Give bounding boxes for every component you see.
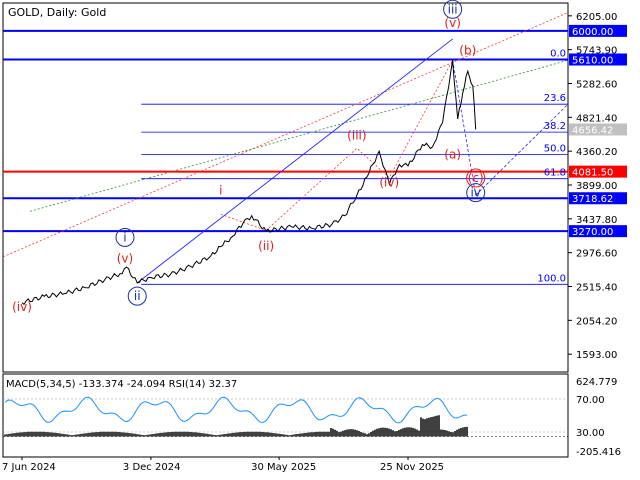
level-6000-label: 6000.00 xyxy=(572,27,613,38)
time-tick-label-1: 3 Dec 2024 xyxy=(123,462,181,473)
level-5610-label: 5610.00 xyxy=(572,55,613,66)
level-3718-tag xyxy=(569,192,627,205)
green-trendline xyxy=(29,59,569,212)
wave-label-1: (v) xyxy=(117,251,133,265)
price-tick-label-6: 3437.80 xyxy=(576,215,617,226)
price-tick-label-5: 3899.00 xyxy=(576,181,617,192)
level-5610-tag xyxy=(569,53,627,66)
indicator-tick-label-2: 30.00 xyxy=(576,428,605,439)
macd-histogram xyxy=(4,415,468,437)
level-6000-tag xyxy=(569,24,627,37)
wave-circle-10 xyxy=(443,0,463,19)
indicator-pane-frame xyxy=(2,373,569,458)
time-tick-label-3: 25 Nov 2025 xyxy=(380,462,444,473)
price-tick-label-8: 2515.40 xyxy=(576,283,617,294)
wave-circle-13 xyxy=(466,183,486,203)
indicator-label: MACD(5,34,5) -133.374 -24.094 RSI(14) 32… xyxy=(6,379,237,390)
red-wave-path xyxy=(220,60,454,231)
wave-label-6: (iii) xyxy=(347,128,366,142)
wave-label-10: iii xyxy=(448,2,458,16)
fib-label-3: 50.0 xyxy=(544,143,566,154)
wave-label-7: (iv) xyxy=(379,175,399,189)
wave-label-12: (c) xyxy=(468,171,484,185)
wave-label-11: (b) xyxy=(459,44,476,58)
wave-iv-connector xyxy=(452,60,477,196)
wave-circle-2 xyxy=(115,227,135,247)
price-tick-label-4: 4360.20 xyxy=(576,147,617,158)
current-price-tag xyxy=(569,123,627,136)
wave-label-5: (ii) xyxy=(258,239,274,253)
level-3270-tag xyxy=(569,225,627,238)
fib-label-0: 0.0 xyxy=(550,48,566,59)
level-4081-tag xyxy=(569,165,627,178)
wave-circle-12 xyxy=(466,168,486,188)
wave-label-13: iv xyxy=(470,186,480,200)
fib-label-4: 61.8 xyxy=(544,168,566,179)
wave-label-4: i xyxy=(219,183,222,197)
wave-label-3: ii xyxy=(134,289,141,303)
price-tick-label-3: 4821.40 xyxy=(576,113,617,124)
blue-channel-line xyxy=(475,103,569,196)
price-tick-label-2: 5282.60 xyxy=(576,80,617,91)
wave-iii-connector xyxy=(136,38,453,284)
red-trendline xyxy=(2,12,569,258)
wave-label-8: (a) xyxy=(444,148,461,162)
price-pane-frame xyxy=(2,2,569,373)
time-tick-label-2: 30 May 2025 xyxy=(251,462,316,473)
rsi-line xyxy=(4,396,468,424)
price-tick-label-10: 1593.00 xyxy=(576,350,617,361)
wave-label-2: i xyxy=(123,230,126,244)
indicator-tick-label-1: 70.00 xyxy=(576,395,605,406)
price-tick-label-1: 5743.90 xyxy=(576,46,617,57)
fib-label-2: 38.2 xyxy=(544,121,566,132)
fib-label-5: 100.0 xyxy=(537,273,566,284)
level-4081-label: 4081.50 xyxy=(572,168,613,179)
current-price-label: 4656.42 xyxy=(572,125,613,136)
fib-label-1: 23.6 xyxy=(544,93,566,104)
price-tick-label-9: 2054.20 xyxy=(576,316,617,327)
price-tick-label-7: 2976.60 xyxy=(576,249,617,260)
time-tick-label-0: 7 Jun 2024 xyxy=(2,462,56,473)
indicator-tick-label-3: -205.416 xyxy=(576,447,621,458)
wave-circle-3 xyxy=(127,286,147,306)
wave-label-9: (v) xyxy=(444,16,460,30)
level-3718-label: 3718.62 xyxy=(572,194,613,205)
price-line xyxy=(21,60,477,306)
level-3270-label: 3270.00 xyxy=(572,227,613,238)
indicator-tick-label-0: 624.779 xyxy=(576,377,617,388)
price-tick-label-0: 6205.00 xyxy=(576,12,617,23)
chart-title: GOLD, Daily: Gold xyxy=(8,6,106,19)
wave-label-0: (iv) xyxy=(12,300,32,314)
